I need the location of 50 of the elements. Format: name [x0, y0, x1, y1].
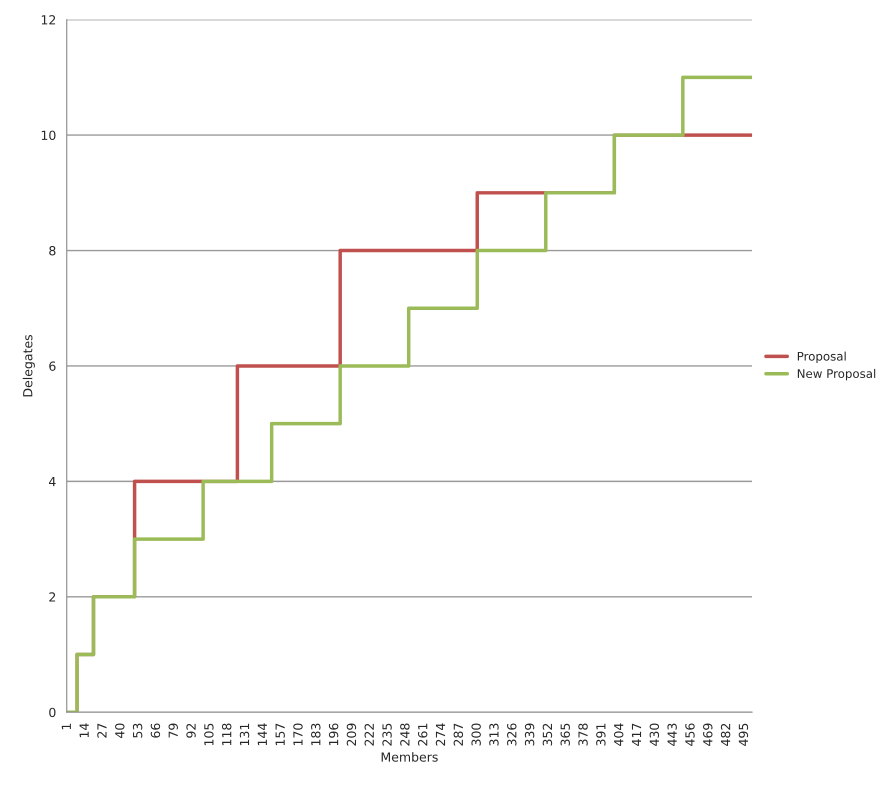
- x-tick-label: 66: [150, 723, 160, 738]
- y-tick-label: 10: [42, 130, 56, 140]
- x-tick-label: 144: [258, 723, 267, 746]
- x-tick-label: 326: [507, 723, 517, 746]
- x-tick-label: 248: [400, 724, 410, 746]
- x-tick-label: 118: [222, 724, 232, 746]
- x-tick-label: 27: [97, 724, 107, 738]
- x-tick-label: 261: [418, 724, 428, 746]
- x-tick-label: 14: [80, 723, 89, 738]
- y-tick-label: 4: [48, 477, 56, 486]
- x-tick-label: 222: [364, 724, 374, 746]
- legend-label: New Proposal: [798, 368, 876, 380]
- x-tick-label: 404: [614, 723, 624, 746]
- x-tick-label: 287: [454, 724, 464, 746]
- x-tick-label: 352: [542, 724, 552, 746]
- x-tick-label: 417: [632, 724, 642, 746]
- x-tick-label: 456: [685, 723, 695, 746]
- x-tick-label: 482: [720, 724, 730, 746]
- y-tick-label: 2: [49, 592, 56, 602]
- x-tick-label: 443: [667, 724, 677, 746]
- x-tick-label: 300: [471, 723, 481, 746]
- y-tick-label: 12: [42, 15, 56, 24]
- x-axis-title: Members: [382, 752, 438, 762]
- x-tick-label: 209: [346, 724, 356, 746]
- y-tick-label: 6: [49, 361, 56, 371]
- x-tick-label: 339: [524, 724, 534, 746]
- x-tick-label: 313: [489, 724, 499, 746]
- x-tick-label: 79: [168, 724, 178, 738]
- x-tick-label: 183: [311, 724, 321, 746]
- x-tick-label: 40: [115, 723, 125, 738]
- x-tick-label: 469: [703, 724, 713, 746]
- x-tick-label: 430: [650, 723, 660, 746]
- x-tick-label: 274: [436, 723, 446, 746]
- x-tick-label: 1: [62, 724, 71, 730]
- x-tick-label: 196: [328, 723, 338, 746]
- y-tick-label: 8: [49, 246, 56, 256]
- x-tick-label: 105: [204, 724, 214, 746]
- x-tick-label: 92: [186, 724, 196, 738]
- x-tick-label: 391: [596, 724, 606, 746]
- x-tick-label: 235: [382, 724, 392, 746]
- x-tick-label: 53: [132, 724, 142, 738]
- x-tick-label: 378: [578, 724, 588, 746]
- y-axis-title: Delegates: [22, 334, 35, 396]
- x-tick-label: 495: [738, 724, 748, 746]
- x-tick-label: 157: [276, 724, 285, 746]
- x-tick-label: 170: [293, 723, 303, 746]
- legend-label: Proposal: [798, 352, 846, 364]
- y-tick-label: 0: [49, 708, 56, 718]
- x-tick-label: 365: [560, 724, 570, 746]
- x-tick-label: 131: [240, 724, 250, 746]
